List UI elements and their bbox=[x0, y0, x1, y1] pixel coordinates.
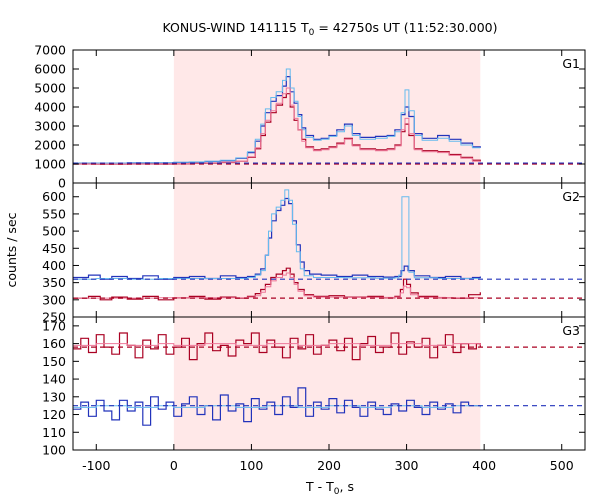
panel-g3-ytick-label: 130 bbox=[42, 389, 66, 404]
panel-g2-ytick-label: 550 bbox=[42, 206, 66, 221]
panel-g2-ytick-label: 400 bbox=[42, 258, 66, 273]
panel-g3-ytick-label: 160 bbox=[42, 336, 66, 351]
panel-g2-label: G2 bbox=[562, 189, 580, 204]
panel-g1-ytick-label: 2000 bbox=[34, 138, 66, 153]
chart-title: KONUS-WIND 141115 T0 = 42750s UT (11:52:… bbox=[162, 20, 497, 38]
panel-g3-ytick-label: 120 bbox=[42, 407, 66, 422]
panel-g3-ytick-label: 110 bbox=[42, 425, 66, 440]
panel-g3-ytick-label: 170 bbox=[42, 318, 66, 333]
panel-g2-ytick-label: 500 bbox=[42, 224, 66, 239]
panel-g1-series-4 bbox=[73, 87, 481, 165]
panel-g2-series-2 bbox=[73, 189, 481, 280]
panel-g3-shaded-interval bbox=[173, 317, 481, 450]
xtick-label: 300 bbox=[395, 458, 419, 473]
panel-g1-ytick-label: 6000 bbox=[34, 62, 66, 77]
panel-g2-ytick-label: 600 bbox=[42, 189, 66, 204]
xtick-label: 500 bbox=[550, 458, 574, 473]
panel-g3-series-2 bbox=[73, 343, 481, 346]
panel-g2-series-4 bbox=[73, 272, 481, 299]
panel-g1-series-2 bbox=[73, 68, 481, 164]
xtick-label: 400 bbox=[472, 458, 496, 473]
xlabel-subscript: 0 bbox=[334, 487, 340, 497]
xtick-label: -100 bbox=[82, 458, 110, 473]
panel-g2-ytick-label: 300 bbox=[42, 292, 66, 307]
panel-g1-ytick-label: 1000 bbox=[34, 157, 66, 172]
panels-group: 01000200030004000500060007000G1250300350… bbox=[34, 43, 586, 473]
y-axis-label: counts / sec bbox=[4, 212, 19, 287]
title-subscript: 0 bbox=[309, 28, 315, 38]
panel-g3-ytick-label: 140 bbox=[42, 372, 66, 387]
panel-g2-series-3 bbox=[73, 267, 481, 301]
panel-g1-ytick-label: 5000 bbox=[34, 81, 66, 96]
xtick-label: 100 bbox=[239, 458, 263, 473]
panel-g2-ytick-label: 350 bbox=[42, 275, 66, 290]
panel-g1-label: G1 bbox=[562, 56, 580, 71]
panel-g3-ytick-label: 100 bbox=[42, 443, 66, 458]
panel-g1-ytick-label: 4000 bbox=[34, 100, 66, 115]
panel-g2-shaded-interval bbox=[173, 183, 481, 317]
panel-g3-label: G3 bbox=[562, 323, 580, 338]
x-axis-label: T - T0, s bbox=[305, 479, 354, 497]
panel-g3-ytick-label: 150 bbox=[42, 354, 66, 369]
xtick-label: 0 bbox=[170, 458, 178, 473]
panel-g1-ytick-label: 0 bbox=[58, 176, 66, 191]
panel-g3-series-3 bbox=[73, 387, 481, 426]
panel-g1-ytick-label: 7000 bbox=[34, 43, 66, 58]
panel-g1-ytick-label: 3000 bbox=[34, 119, 66, 134]
panel-g2-ytick-label: 450 bbox=[42, 241, 66, 256]
panel-g2-ytick-label: 250 bbox=[42, 310, 66, 325]
xtick-label: 200 bbox=[317, 458, 341, 473]
